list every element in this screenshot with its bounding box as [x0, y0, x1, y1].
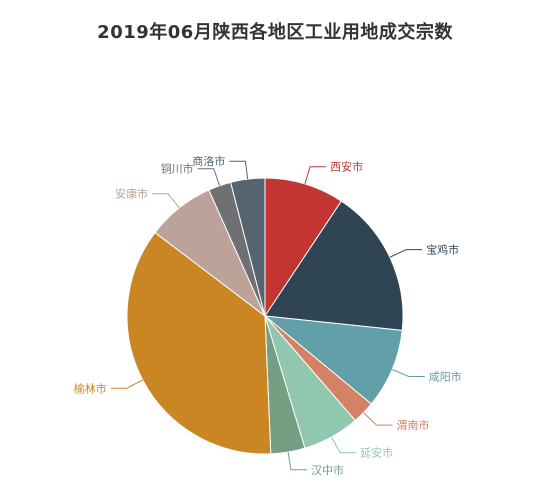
pie-slice-2[interactable]	[264, 200, 404, 331]
chart-title: 2019年06月陕西各地区工业用地成交宗数	[97, 22, 453, 43]
leader-line-3	[392, 369, 425, 377]
leader-line-8	[152, 193, 180, 209]
slice-label-10: 商洛市	[192, 154, 225, 168]
pie-slice-3[interactable]	[263, 315, 403, 405]
leader-line-6	[287, 452, 307, 471]
pie-slices	[126, 177, 404, 455]
leader-line-4	[363, 412, 393, 426]
slice-label-7: 榆林市	[74, 381, 107, 395]
slice-label-9: 铜川市	[161, 162, 194, 176]
slice-label-4: 渭南市	[397, 418, 430, 432]
leader-line-9	[197, 168, 221, 186]
leader-line-1	[304, 166, 327, 185]
leader-line-2	[389, 249, 423, 258]
slice-label-1: 西安市	[330, 160, 363, 174]
slice-label-2: 宝鸡市	[426, 243, 459, 257]
leader-line-7	[110, 379, 143, 389]
leader-line-5	[331, 436, 357, 454]
slice-label-3: 咸阳市	[429, 370, 462, 384]
pie-slice-1[interactable]	[264, 177, 343, 318]
slice-label-6: 汉中市	[311, 463, 344, 477]
slice-label-8: 安康市	[115, 187, 148, 201]
leader-line-10	[229, 160, 249, 180]
slice-label-5: 延安市	[360, 446, 393, 460]
